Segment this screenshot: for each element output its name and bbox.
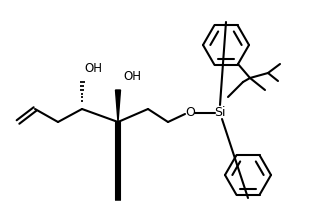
Text: OH: OH bbox=[123, 70, 141, 83]
Text: Si: Si bbox=[214, 105, 226, 119]
Text: O: O bbox=[185, 106, 195, 119]
Polygon shape bbox=[115, 90, 120, 122]
Text: OH: OH bbox=[84, 62, 102, 75]
